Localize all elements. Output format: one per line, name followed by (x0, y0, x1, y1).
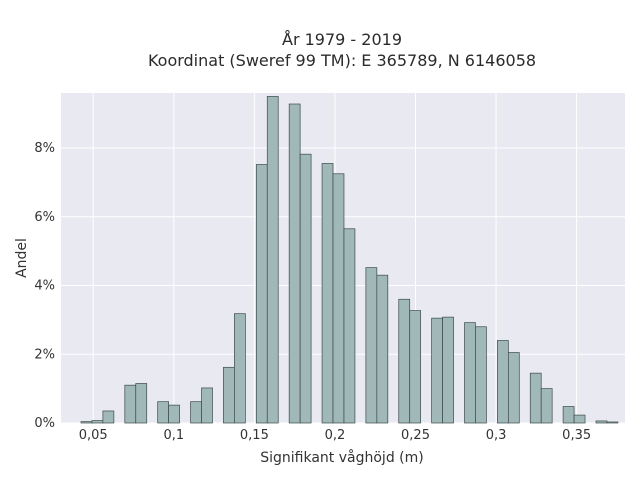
histogram-bar (398, 298, 411, 424)
y-tick-label: 4% (34, 279, 55, 294)
histogram-bar (321, 163, 334, 424)
x-tick-label: 0,2 (325, 428, 346, 443)
histogram-bar (497, 340, 509, 424)
histogram-bar (80, 421, 93, 424)
histogram-bar (124, 384, 137, 424)
y-tick-label: 6% (34, 210, 55, 225)
histogram-bar (442, 316, 454, 424)
histogram-bar (409, 310, 422, 424)
histogram-bar (223, 366, 235, 424)
histogram-bar (102, 410, 115, 424)
x-tick-label: 0,3 (486, 428, 507, 443)
y-axis-label: Andel (14, 238, 30, 278)
x-tick-label: 0,1 (163, 428, 184, 443)
histogram-bar (234, 313, 246, 424)
y-tick-label: 0% (34, 416, 55, 431)
histogram-bar (431, 317, 443, 424)
histogram-bar (475, 326, 487, 424)
x-axis-label: Signifikant våghöjd (m) (260, 449, 423, 466)
histogram-bar (529, 372, 542, 424)
x-tick-label: 0,05 (79, 428, 108, 443)
histogram-bar (288, 103, 301, 424)
x-tick-label: 0,15 (240, 428, 269, 443)
histogram-bar (507, 352, 520, 424)
histogram-bars (80, 96, 619, 424)
tick-labels: 0,05 0,1 0,15 0,2 0,25 0,3 0,35 0% 2% 4% 6% 8% (34, 141, 591, 443)
histogram-bar (595, 420, 608, 424)
histogram-bar (376, 274, 389, 424)
histogram-bar (266, 96, 279, 424)
histogram-bar (365, 267, 378, 424)
histogram-bar (562, 406, 575, 424)
histogram-bar (606, 421, 619, 424)
histogram-bar (201, 387, 213, 424)
x-tick-label: 0,35 (562, 428, 591, 443)
histogram-bar (299, 153, 312, 424)
histogram-bar (157, 401, 169, 424)
histogram-bar (540, 388, 553, 424)
y-tick-label: 8% (34, 141, 55, 156)
histogram-bar (91, 420, 104, 424)
histogram-bar (332, 173, 345, 424)
histogram-bar (343, 228, 356, 424)
histogram-bar (168, 404, 180, 424)
chart-title-line2: Koordinat (Sweref 99 TM): E 365789, N 61… (148, 51, 536, 70)
y-tick-label: 2% (34, 347, 55, 362)
chart-title-line1: År 1979 - 2019 (282, 30, 402, 49)
histogram-bar (464, 322, 476, 424)
x-tick-label: 0,25 (401, 428, 430, 443)
histogram-bar (135, 383, 148, 424)
histogram-bar (255, 164, 268, 424)
histogram-bar (573, 414, 586, 424)
histogram-bar (190, 401, 202, 424)
